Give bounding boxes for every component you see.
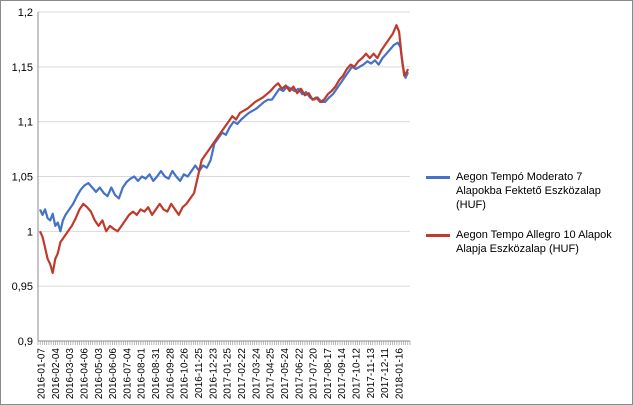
- x-tick-label: 2016-08-31: [151, 348, 162, 400]
- legend-swatch-allegro: [426, 234, 450, 237]
- x-tick-label: 2016-09-28: [165, 348, 176, 400]
- x-tick-label: 2018-01-16: [395, 348, 406, 400]
- x-tick-label: 2017-05-24: [280, 348, 291, 400]
- x-tick-label: 2016-02-04: [51, 348, 62, 400]
- y-tick-label: 0,9: [18, 336, 33, 348]
- legend-item-allegro: Aegon Tempo Allegro 10 Alapok Alapja Esz…: [426, 228, 626, 256]
- x-tick-label: 2017-07-20: [309, 348, 320, 400]
- x-tick-label: 2016-03-03: [65, 348, 76, 400]
- legend-swatch-moderato: [426, 176, 450, 179]
- x-tick-label: 2017-12-11: [380, 348, 391, 399]
- series-lines: [38, 24, 410, 275]
- y-tick-label: 1,1: [18, 117, 33, 129]
- y-tick-label: 1,15: [12, 62, 33, 74]
- series-line-moderato: [38, 41, 410, 233]
- y-tick-label: 1,2: [18, 7, 33, 19]
- x-tick-label: 2016-07-04: [122, 348, 133, 400]
- y-tick-label: 1,05: [12, 172, 33, 184]
- x-tick-label: 2016-05-03: [94, 348, 105, 400]
- legend-label-allegro: Aegon Tempo Allegro 10 Alapok Alapja Esz…: [456, 229, 612, 255]
- x-tick-label: 2017-08-17: [323, 348, 334, 400]
- x-tick-label: 2016-04-06: [79, 348, 90, 400]
- x-tick-label: 2016-11-25: [194, 348, 205, 399]
- legend-label-moderato: Aegon Tempó Moderato 7 Alapokba Fektető …: [456, 171, 601, 211]
- x-tick-label: 2017-03-24: [251, 348, 262, 400]
- x-tick-label: 2017-04-25: [266, 348, 277, 400]
- axes: [37, 12, 411, 345]
- series-line-allegro: [38, 24, 410, 275]
- x-tick-labels: 2016-01-07 2016-02-04 2016-03-03 2016-04-06…: [37, 348, 406, 400]
- y-tick-labels: 0,9 0,95 1 1,05 1,1 1,15 1,2: [12, 7, 33, 348]
- legend: Aegon Tempó Moderato 7 Alapokba Fektető …: [426, 170, 626, 272]
- x-tick-label: 2017-11-13: [366, 348, 377, 399]
- x-tick-label: 2016-01-07: [37, 348, 48, 400]
- x-tick-label: 2016-06-06: [108, 348, 119, 400]
- y-tick-label: 1: [27, 226, 33, 238]
- x-tick-label: 2017-06-22: [294, 348, 305, 400]
- x-tick-label: 2016-12-23: [208, 348, 219, 400]
- x-tick-label: 2017-10-12: [352, 348, 363, 400]
- gridlines: [38, 11, 410, 287]
- x-tick-label: 2017-01-25: [223, 348, 234, 400]
- x-tick-label: 2016-08-01: [137, 348, 148, 400]
- legend-item-moderato: Aegon Tempó Moderato 7 Alapokba Fektető …: [426, 170, 626, 212]
- x-tick-label: 2017-02-22: [237, 348, 248, 400]
- x-tick-label: 2017-09-14: [337, 348, 348, 400]
- y-tick-label: 0,95: [12, 281, 33, 293]
- x-tick-label: 2016-10-26: [180, 348, 191, 400]
